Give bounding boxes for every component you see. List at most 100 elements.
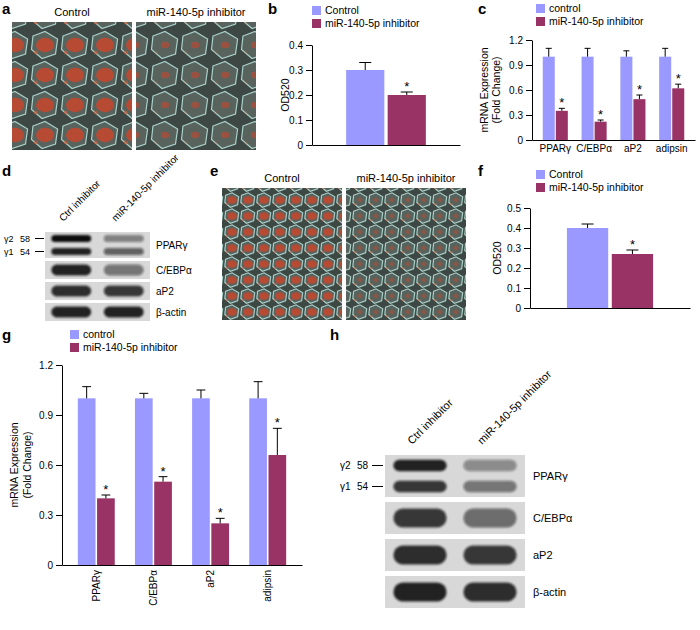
marker-dash bbox=[372, 486, 383, 487]
y-axis-title: OD520 bbox=[491, 241, 503, 274]
bar bbox=[620, 57, 632, 140]
x-tick: PPARγ bbox=[91, 565, 102, 602]
y-tick-label: 0 bbox=[47, 560, 53, 571]
y-axis-line bbox=[532, 41, 533, 141]
y-tick-label: 0.2 bbox=[507, 263, 521, 274]
bar bbox=[211, 523, 229, 565]
y-tick: 0.9 bbox=[39, 410, 62, 421]
y-tick: 0 bbox=[515, 303, 530, 314]
marker-isoform: γ2 bbox=[340, 460, 351, 471]
chart: 00.10.20.30.4OD520ControlmiR-140-5p inhi… bbox=[279, 4, 461, 151]
panel-letter: f bbox=[478, 162, 484, 179]
x-tick-label: aP2 bbox=[624, 143, 642, 154]
bar bbox=[97, 498, 115, 565]
y-tick: 0.2 bbox=[289, 90, 312, 101]
x-axis bbox=[313, 145, 461, 147]
bar bbox=[595, 122, 607, 140]
y-tick-label: 0.1 bbox=[289, 115, 303, 126]
chart: 00.10.20.30.40.5OD520ControlmiR-140-5p i… bbox=[491, 168, 691, 314]
x-tick-label: aP2 bbox=[205, 570, 216, 588]
y-tick: 0.4 bbox=[507, 223, 530, 234]
x-tick-label: C/EBPα bbox=[148, 570, 159, 606]
legend-swatch bbox=[536, 17, 545, 26]
y-tick-label: 0.3 bbox=[39, 510, 53, 521]
y-tick-label: 0.3 bbox=[289, 65, 303, 76]
figure: 0 0.1 0.2 0.3 0.4 OD520 Control miR-140-5p inhi… bbox=[0, 0, 700, 630]
error-bar bbox=[197, 390, 206, 398]
micrograph-label: miR-140-5p inhibitor bbox=[146, 6, 245, 18]
error-bar bbox=[582, 224, 594, 228]
micrograph-label: Control bbox=[264, 172, 299, 184]
bar bbox=[633, 99, 645, 140]
bar bbox=[78, 398, 96, 565]
lane-label: miR-140-5p inhibitor bbox=[475, 368, 554, 447]
bar bbox=[556, 111, 568, 140]
panel-letter: a bbox=[2, 0, 11, 17]
error-bar-cap bbox=[585, 48, 591, 49]
error-bar-stem bbox=[665, 48, 666, 56]
significance-marker: * bbox=[404, 79, 409, 94]
error-bar-stem bbox=[587, 224, 588, 228]
bar bbox=[135, 398, 153, 565]
y-tick: 0.3 bbox=[39, 510, 62, 521]
error-bar-cap bbox=[546, 48, 552, 49]
lane-label: Ctrl inhibitor bbox=[405, 396, 455, 446]
error-bar-cap bbox=[139, 393, 148, 394]
y-axis-line bbox=[530, 209, 531, 309]
y-tick-mark bbox=[56, 565, 62, 566]
y-axis: 00.30.60.91.2 bbox=[509, 35, 532, 146]
y-tick-mark bbox=[56, 365, 62, 366]
row-label: aP2 bbox=[533, 549, 553, 561]
blot-band bbox=[104, 286, 144, 297]
error-bar bbox=[546, 48, 552, 56]
blot-band bbox=[104, 265, 144, 276]
y-tick: 0 bbox=[297, 140, 312, 151]
error-bar bbox=[82, 387, 91, 399]
panel-letter: e bbox=[210, 162, 218, 179]
micrograph bbox=[12, 22, 132, 150]
marker-dash bbox=[35, 238, 44, 239]
y-tick-label: 1.2 bbox=[509, 35, 523, 46]
y-axis-title: OD520 bbox=[279, 78, 291, 111]
significance-marker: * bbox=[676, 71, 681, 86]
y-tick-mark bbox=[306, 95, 312, 96]
legend-swatch bbox=[70, 343, 79, 352]
row-label: PPARγ bbox=[156, 240, 188, 251]
row-label: C/EBPα bbox=[533, 512, 573, 524]
y-tick-mark bbox=[524, 308, 530, 309]
x-tick-label: PPARγ bbox=[91, 570, 102, 602]
lane-label: miR-140-5p inhibitor bbox=[109, 151, 181, 223]
error-bar bbox=[585, 48, 591, 56]
y-tick: 1.2 bbox=[39, 360, 62, 371]
legend-label: miR-140-5p inhibitor bbox=[325, 17, 420, 29]
y-tick: 0.1 bbox=[507, 283, 530, 294]
y-axis-title: (Fold Change) bbox=[21, 431, 33, 498]
y-tick-label: 0.3 bbox=[507, 243, 521, 254]
error-bar-cap bbox=[254, 381, 263, 382]
error-bar-stem bbox=[200, 390, 201, 398]
error-bar bbox=[623, 51, 629, 57]
error-bar-cap bbox=[623, 50, 629, 51]
error-bar bbox=[359, 63, 371, 71]
x-tick: aP2 bbox=[205, 565, 216, 588]
y-tick-mark bbox=[526, 140, 532, 141]
y-axis-title: mRNA Expression bbox=[478, 47, 490, 132]
marker-isoform: γ1 bbox=[340, 481, 351, 492]
bar bbox=[567, 228, 608, 308]
error-bar-stem bbox=[365, 63, 366, 71]
y-axis: 00.10.20.30.40.5 bbox=[507, 203, 530, 314]
chart: 00.30.60.91.2PPARγC/EBPαaP2adipsinmRNA E… bbox=[8, 328, 303, 606]
blot-band bbox=[51, 265, 91, 276]
legend-label: control bbox=[83, 328, 115, 340]
y-tick-mark bbox=[306, 120, 312, 121]
y-tick-mark bbox=[306, 145, 312, 146]
blot-background bbox=[385, 502, 525, 534]
panel-letter: h bbox=[330, 326, 339, 343]
error-bar bbox=[273, 428, 282, 455]
y-axis-title: (Fold Change) bbox=[490, 56, 502, 123]
bar bbox=[154, 482, 172, 565]
blot-band bbox=[104, 248, 144, 255]
error-bar bbox=[662, 48, 668, 56]
x-tick-label: PPARγ bbox=[540, 143, 572, 154]
panel-letter: g bbox=[2, 326, 11, 343]
